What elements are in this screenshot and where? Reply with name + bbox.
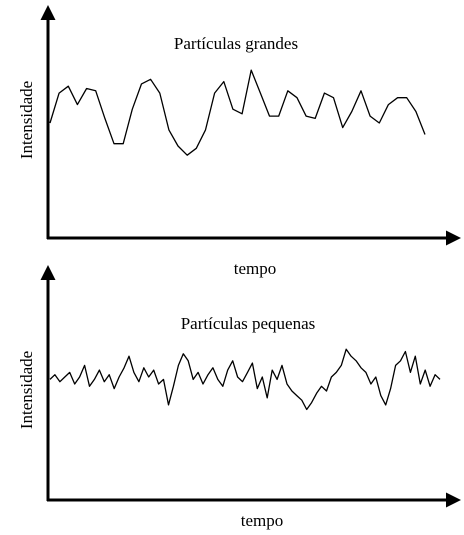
chart-title: Partículas grandes: [174, 34, 298, 53]
x-axis-label: tempo: [241, 511, 284, 530]
y-axis-label: Intensidade: [17, 351, 36, 429]
y-axis-label: Intensidade: [17, 81, 36, 159]
chart-title: Partículas pequenas: [181, 314, 316, 333]
intensity-trace: [49, 348, 441, 411]
intensity-trace: [49, 69, 426, 156]
x-axis-label: tempo: [234, 259, 277, 278]
